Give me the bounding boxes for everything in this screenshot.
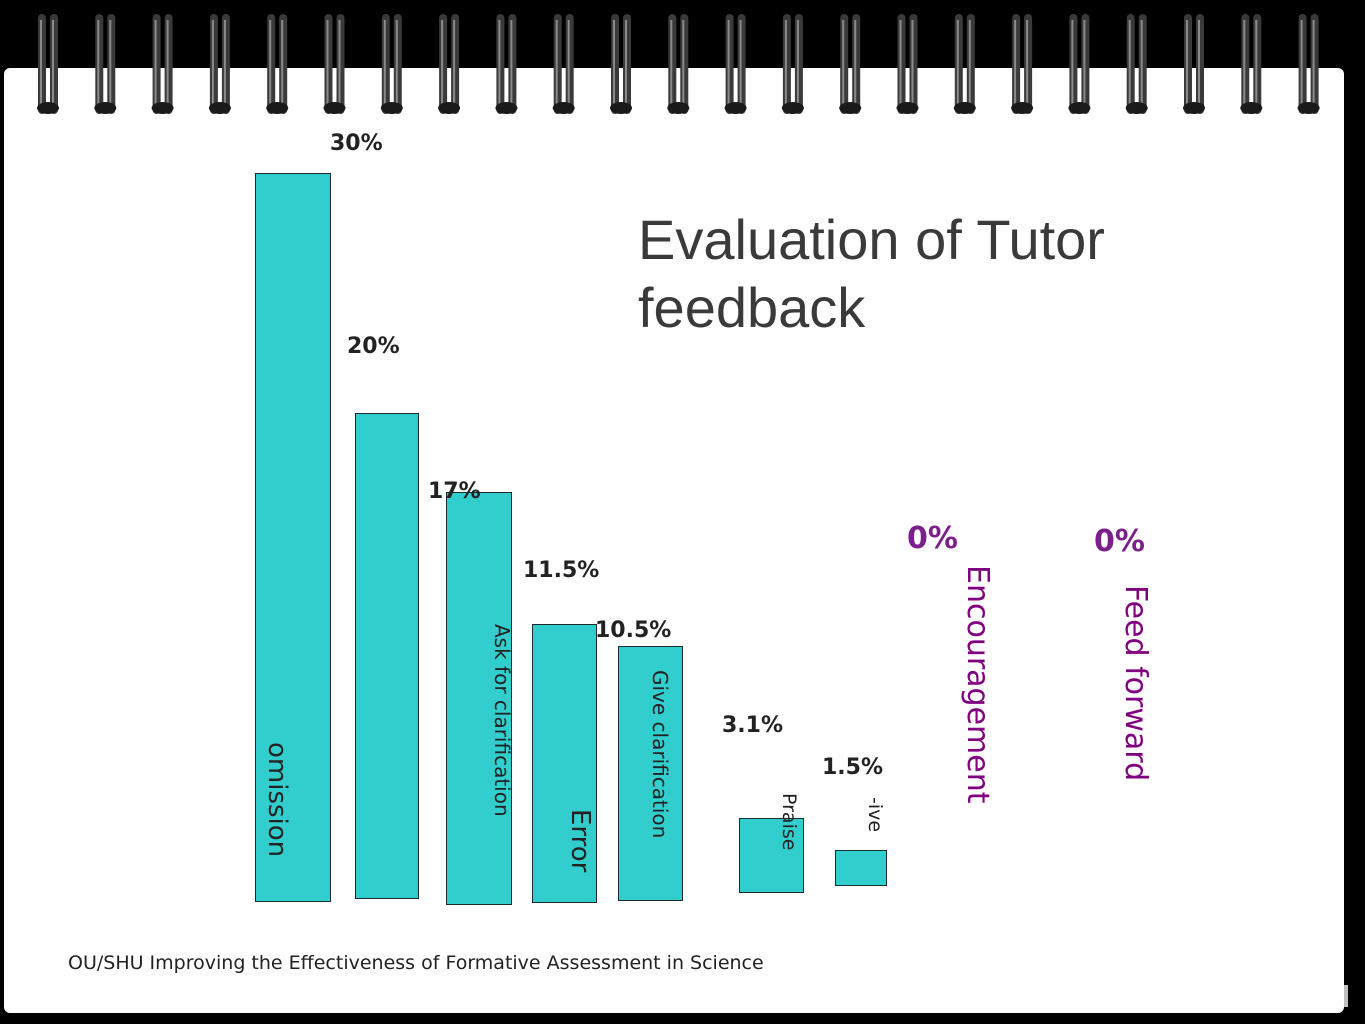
binding-ring-icon [208, 14, 231, 114]
binding-ring-icon [495, 14, 518, 114]
footer-text: OU/SHU Improving the Effectiveness of Fo… [68, 952, 764, 974]
binding-ring-icon [37, 14, 59, 114]
bar-praise [739, 817, 804, 893]
binding-ring-icon [323, 14, 346, 114]
bar-unlabeled [355, 413, 419, 899]
binding-ring-icon [380, 14, 403, 114]
binding-ring-icon [839, 14, 862, 114]
value-label: 11.5% [523, 558, 600, 583]
category-label: omission [262, 742, 292, 858]
binding-ring-icon [151, 14, 174, 114]
bar-give-clarification [618, 645, 683, 901]
binding-ring-icon [1068, 14, 1091, 114]
binding-ring-icon [667, 14, 690, 114]
bar-ive [835, 849, 887, 886]
binding-ring-icon [266, 14, 289, 114]
value-label: 3.1% [722, 713, 784, 738]
bar-ask-for-clarification [446, 491, 512, 905]
value-label: 17% [428, 479, 481, 504]
binding-ring-icon [1183, 14, 1205, 114]
binding-ring-icon [896, 14, 919, 114]
value-label: 30% [330, 131, 383, 156]
category-label: Praise [778, 793, 800, 851]
title-line-2: feedback [638, 276, 866, 339]
chart-title: Evaluation of Tutor feedback [638, 206, 1198, 342]
value-label: 0% [907, 521, 958, 556]
category-label: Give clarification [648, 670, 672, 839]
bar-error [532, 623, 597, 903]
category-label: -ive [864, 797, 886, 833]
binding-ring-icon [438, 14, 461, 114]
value-label: 20% [347, 334, 400, 359]
binding-ring-icon [781, 14, 804, 114]
binding-ring-icon [1125, 14, 1148, 114]
bar-omission [255, 173, 331, 902]
category-label: Feed forward [1118, 585, 1153, 782]
title-line-1: Evaluation of Tutor [638, 208, 1105, 271]
value-label: 10.5% [595, 618, 672, 643]
binding-ring-icon [1011, 14, 1034, 114]
binding-ring-icon [1297, 14, 1320, 114]
binding-ring-icon [94, 14, 117, 114]
category-label: Error [565, 809, 595, 873]
category-label: Encouragement [960, 565, 995, 804]
category-label: Ask for clarification [490, 624, 514, 817]
binding-ring-icon [610, 14, 632, 114]
binding-ring-icon [724, 14, 747, 114]
value-label: 1.5% [822, 755, 884, 780]
spiral-binding-icon [37, 14, 1320, 114]
binding-ring-icon [552, 14, 575, 114]
binding-ring-icon [1240, 14, 1263, 114]
value-label: 0% [1094, 524, 1145, 559]
binding-ring-icon [953, 14, 976, 114]
